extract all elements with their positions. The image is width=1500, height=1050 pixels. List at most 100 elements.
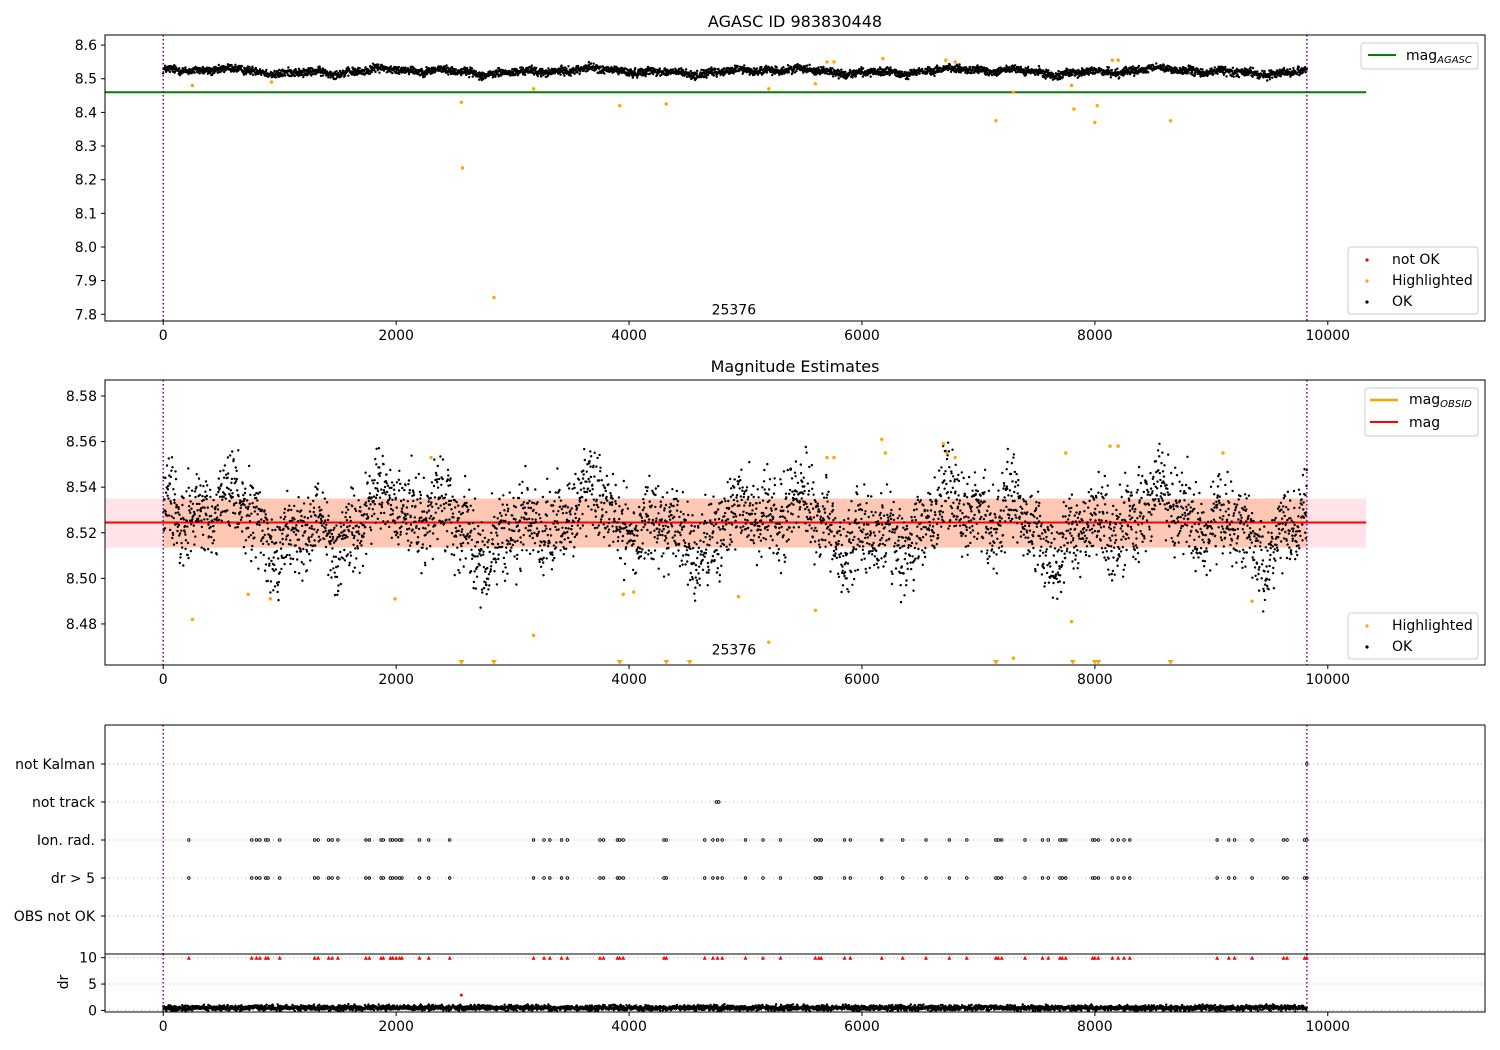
flag-marker (364, 876, 368, 880)
dr-over-marker (1250, 955, 1255, 960)
highlighted-point (1095, 103, 1099, 108)
highlighted-point (1116, 444, 1120, 448)
dr-over-marker (531, 955, 536, 960)
dr-panel: 0 2000 4000 6000 8000 10000 0 5 10 dr (56, 951, 1486, 1035)
flag-marker (1227, 838, 1231, 842)
plot-frame (104, 34, 1486, 322)
flag-marker (924, 876, 928, 880)
dr-over-marker (842, 955, 847, 960)
highlighted-point (953, 455, 957, 460)
flag-marker (947, 838, 952, 842)
flag-marker (1116, 876, 1120, 880)
dr-over-marker (924, 955, 929, 960)
y-tick-label: 8.54 (66, 480, 97, 496)
svg-text:Highlighted: Highlighted (1392, 273, 1473, 289)
highlighted-point (1110, 58, 1115, 62)
flag-marker (1064, 876, 1068, 880)
flag-marker (417, 876, 422, 880)
dr-over-marker (760, 955, 765, 960)
dr-over-marker (715, 955, 720, 960)
x-tick-label: 4000 (611, 672, 647, 688)
x-tick-label: 2000 (378, 328, 414, 344)
dr-over-marker (447, 955, 452, 960)
flag-marker (266, 838, 270, 842)
flag-marker (1064, 838, 1068, 842)
x-tick-label: 8000 (1077, 328, 1113, 344)
magnitude-panel-title: Magnitude Estimates (711, 357, 880, 376)
dr-over-marker (996, 955, 1001, 960)
flag-marker (1250, 838, 1254, 842)
y-tick-label: 8.3 (75, 139, 97, 155)
flag-marker (1046, 876, 1050, 880)
flag-marker (996, 876, 1000, 880)
dr-over-marker (743, 955, 748, 960)
highlighted-point (767, 640, 771, 644)
highlighted-point (460, 166, 465, 170)
y-tick-label: 5 (88, 977, 97, 993)
dr-over-marker (257, 955, 262, 960)
y-tick-label: 8.4 (75, 105, 97, 121)
flag-marker (1093, 838, 1097, 842)
x-tick-label: 10000 (1306, 672, 1351, 688)
y-tick-label: 8.52 (66, 526, 97, 542)
flag-marker (1060, 838, 1064, 842)
flag-marker (1000, 838, 1004, 842)
flag-marker (618, 876, 622, 880)
ok-points (162, 1002, 1309, 1013)
x-tick-label: 0 (159, 1019, 168, 1035)
flag-marker (400, 876, 404, 880)
flag-marker (1128, 838, 1132, 842)
point-legend: not OK Highlighted OK (1347, 246, 1479, 315)
flag-marker (901, 838, 905, 842)
flag-marker (618, 838, 622, 842)
highlighted-point (1064, 451, 1068, 455)
dr-over-marker (367, 955, 372, 960)
flag-marker (621, 876, 625, 880)
dr-over-marker (559, 955, 564, 960)
flag-marker (1096, 876, 1101, 880)
agasc-panel: AGASC ID 983830448 25376 0 2000 4000 6000 80… (75, 12, 1486, 344)
highlighted-point (1250, 599, 1254, 603)
flag-marker (394, 876, 398, 880)
flag-marker (559, 838, 564, 842)
highlighted-point (1108, 444, 1112, 448)
highlighted-point (825, 455, 829, 460)
below-range-marker (1095, 660, 1102, 665)
below-range-marker (458, 660, 465, 665)
flag-marker (1215, 838, 1219, 842)
highlighted-point (813, 82, 818, 86)
point-legend: Highlighted OK (1347, 612, 1479, 660)
highlighted-point (883, 451, 887, 455)
flag-marker (1232, 876, 1237, 880)
x-tick-label: 0 (159, 328, 168, 344)
highlighted-point (621, 592, 625, 597)
dr-over-marker (565, 955, 570, 960)
highlighted-point (531, 633, 536, 638)
dr-over-marker (1232, 955, 1237, 960)
highlighted-point (632, 590, 636, 594)
flag-marker (1040, 838, 1045, 842)
flag-marker (664, 876, 669, 880)
flag-marker (1128, 876, 1132, 880)
y-tick-label: 8.1 (75, 206, 97, 222)
flag-marker (312, 838, 317, 842)
highlighted-point (269, 80, 274, 84)
y-tick-label: 8.2 (75, 173, 97, 189)
flag-marker (761, 838, 765, 842)
dr-ylabel: dr (56, 974, 72, 989)
highlighted-point (1011, 90, 1016, 94)
highlighted-point (393, 597, 397, 601)
flag-marker (326, 838, 331, 842)
flag-marker (542, 876, 546, 880)
svg-text:magOBSID: magOBSID (1409, 392, 1472, 410)
highlighted-point (1116, 58, 1120, 62)
flag-marker (901, 876, 905, 880)
x-tick-label: 2000 (378, 672, 414, 688)
flag-marker (254, 876, 259, 880)
not-ok-point (459, 993, 463, 997)
dr-over-marker (617, 955, 622, 960)
flag-marker (448, 838, 452, 842)
flag-marker (1122, 876, 1126, 880)
highlighted-point (190, 83, 195, 88)
x-tick-label: 10000 (1306, 1019, 1351, 1035)
